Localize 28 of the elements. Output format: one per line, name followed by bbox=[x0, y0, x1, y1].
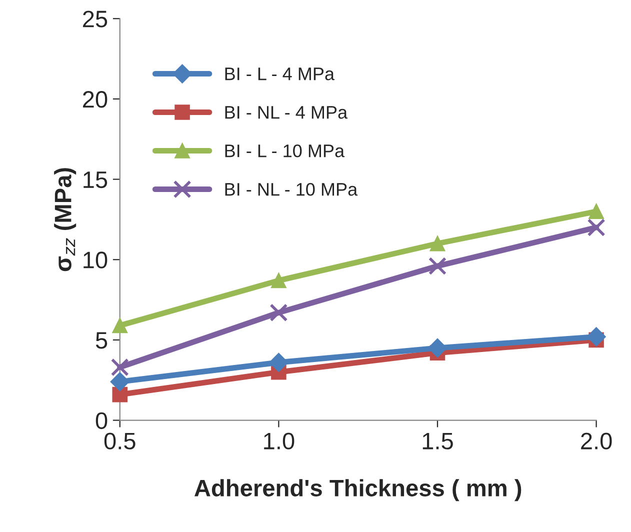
point bbox=[112, 318, 128, 334]
point bbox=[428, 257, 447, 276]
point bbox=[270, 304, 288, 322]
y-tick-label: 20 bbox=[83, 91, 108, 108]
legend-label: BI - L - 4 MPa bbox=[225, 68, 335, 80]
point bbox=[110, 358, 129, 376]
x-axis-title: Adherend's Thickness ( mm ) bbox=[194, 479, 522, 502]
y-tick-label: 5 bbox=[96, 332, 108, 349]
x-tick-label: 0.5 bbox=[104, 432, 136, 450]
y-axis-title: σ$_{zz}$ (MPa) bbox=[54, 168, 76, 272]
point bbox=[428, 338, 448, 358]
y-tick-label: 25 bbox=[83, 10, 108, 28]
point bbox=[269, 352, 288, 372]
point bbox=[110, 372, 130, 392]
y-tick-label: 0 bbox=[96, 412, 108, 430]
point bbox=[586, 327, 606, 346]
legend-label: BI - NL - 4 MPa bbox=[225, 106, 348, 119]
x-tick-label: 1.0 bbox=[264, 432, 294, 450]
point bbox=[587, 218, 606, 237]
y-tick-label: 10 bbox=[84, 252, 108, 268]
legend-label: BI - L - 10 MPa bbox=[225, 144, 345, 158]
x-tick-label: 2.0 bbox=[581, 432, 612, 450]
x-tick-label: 1.5 bbox=[422, 432, 453, 450]
point bbox=[430, 236, 446, 252]
point bbox=[588, 204, 604, 220]
point bbox=[271, 272, 286, 288]
legend-label: BI - NL - 10 MPa bbox=[225, 182, 358, 196]
y-tick-label: 15 bbox=[84, 172, 108, 188]
